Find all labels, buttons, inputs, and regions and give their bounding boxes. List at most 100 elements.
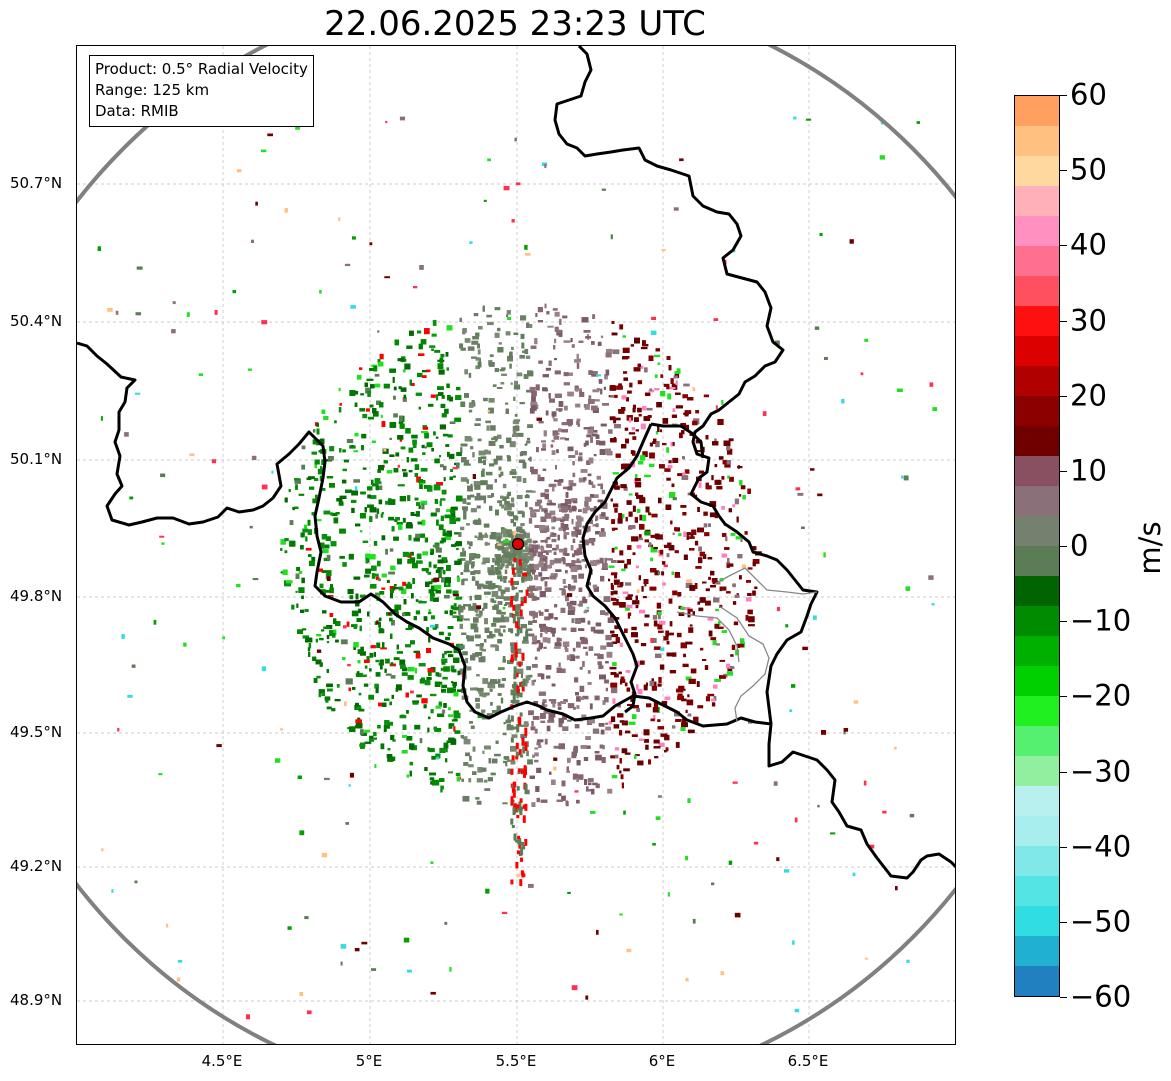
echo-pixel xyxy=(567,703,575,709)
echo-pixel xyxy=(346,439,354,443)
echo-pixel xyxy=(417,372,423,378)
echo-pixel xyxy=(619,720,625,723)
echo-pixel xyxy=(495,595,501,599)
echo-pixel xyxy=(612,662,617,666)
radar-map-panel[interactable] xyxy=(76,45,956,1045)
echo-pixel xyxy=(339,495,347,499)
echo-pixel xyxy=(477,767,483,773)
echo-pixel xyxy=(450,605,454,609)
echo-pixel xyxy=(538,572,543,577)
echo-pixel xyxy=(490,565,494,568)
echo-pixel xyxy=(401,750,408,754)
echo-pixel xyxy=(501,551,506,554)
echo-pixel xyxy=(530,466,534,472)
echo-pixel xyxy=(631,536,639,542)
echo-pixel xyxy=(531,469,538,475)
echo-pixel xyxy=(428,561,432,568)
echo-pixel xyxy=(513,332,519,335)
echo-pixel xyxy=(546,564,552,569)
echo-pixel xyxy=(700,647,704,651)
echo-pixel xyxy=(707,523,711,527)
echo-pixel xyxy=(591,374,598,377)
echo-pixel xyxy=(747,593,752,596)
echo-pixel xyxy=(527,759,533,765)
echo-pixel xyxy=(454,532,461,535)
echo-pixel xyxy=(628,721,636,725)
echo-pixel xyxy=(385,673,392,676)
echo-pixel xyxy=(571,755,577,759)
echo-pixel xyxy=(535,501,541,507)
echo-pixel xyxy=(578,509,582,512)
echo-pixel xyxy=(655,431,659,435)
echo-pixel xyxy=(402,735,407,738)
echo-pixel xyxy=(567,446,574,452)
echo-pixel xyxy=(672,590,678,596)
echo-pixel xyxy=(507,456,511,462)
echo-pixel xyxy=(563,486,568,490)
echo-pixel xyxy=(587,473,592,477)
echo-pixel xyxy=(665,630,669,637)
echo-pixel xyxy=(515,595,518,602)
echo-pixel xyxy=(632,436,637,440)
echo-pixel xyxy=(351,507,355,513)
echo-pixel xyxy=(612,601,620,606)
echo-pixel xyxy=(578,456,583,462)
echo-pixel xyxy=(494,332,500,338)
echo-pixel xyxy=(315,494,318,501)
echo-pixel xyxy=(537,551,543,557)
echo-pixel xyxy=(576,566,582,570)
echo-pixel xyxy=(553,436,560,440)
echo-pixel xyxy=(509,441,516,448)
echo-pixel xyxy=(438,631,444,636)
echo-pixel xyxy=(591,494,599,498)
echo-pixel xyxy=(295,484,298,490)
echo-pixel xyxy=(418,663,426,667)
echo-pixel xyxy=(423,616,428,621)
echo-pixel xyxy=(610,614,614,621)
echo-pixel xyxy=(359,367,363,370)
echo-pixel xyxy=(402,724,407,730)
echo-pixel xyxy=(338,387,341,392)
echo-pixel xyxy=(484,591,491,595)
echo-pixel xyxy=(414,464,420,470)
echo-pixel xyxy=(472,520,480,524)
echo-pixel xyxy=(698,546,702,552)
echo-pixel xyxy=(402,415,405,422)
echo-pixel xyxy=(570,566,578,572)
echo-pixel xyxy=(646,407,653,411)
echo-pixel xyxy=(557,706,562,710)
echo-pixel xyxy=(430,588,435,595)
echo-pixel xyxy=(408,470,413,473)
echo-pixel xyxy=(503,629,506,633)
echo-pixel xyxy=(479,646,484,651)
echo-pixel xyxy=(694,450,702,453)
echo-pixel xyxy=(534,656,538,660)
echo-pixel xyxy=(522,559,529,564)
echo-pixel xyxy=(530,345,537,349)
echo-pixel xyxy=(470,623,478,630)
echo-pixel xyxy=(365,568,371,574)
echo-pixel xyxy=(646,703,652,708)
echo-pixel xyxy=(403,599,407,605)
echo-pixel xyxy=(378,662,384,666)
echo-pixel xyxy=(533,701,539,704)
echo-pixel xyxy=(563,527,566,532)
echo-pixel xyxy=(563,699,568,703)
echo-pixel xyxy=(534,338,538,345)
echo-pixel xyxy=(450,738,457,745)
echo-pixel xyxy=(280,539,286,545)
echo-pixel xyxy=(385,658,390,664)
echo-pixel xyxy=(365,553,371,560)
echo-pixel xyxy=(518,724,524,727)
echo-pixel xyxy=(469,595,472,601)
echo-pixel xyxy=(557,503,561,509)
echo-pixel xyxy=(614,485,620,490)
echo-pixel xyxy=(369,368,376,371)
echo-pixel xyxy=(637,380,643,385)
echo-pixel xyxy=(495,567,503,570)
echo-pixel xyxy=(576,760,581,766)
echo-pixel xyxy=(537,320,543,323)
echo-pixel xyxy=(500,495,504,499)
echo-pixel xyxy=(548,393,551,399)
echo-pixel xyxy=(305,637,313,643)
